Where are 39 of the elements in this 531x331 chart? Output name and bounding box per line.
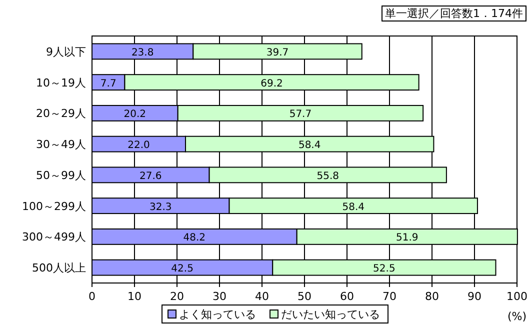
x-tick-label: 100: [506, 290, 528, 303]
data-label: 20.2: [124, 109, 146, 120]
data-label: 58.4: [342, 202, 365, 213]
y-tick-label: 300～499人: [22, 230, 86, 244]
y-tick-label: 30～49人: [36, 138, 86, 152]
data-label: 39.7: [266, 47, 289, 58]
data-label: 27.6: [140, 170, 162, 182]
x-tick-label: 60: [340, 290, 354, 303]
data-label: 57.7: [289, 109, 312, 120]
data-label: 52.5: [373, 264, 396, 275]
y-tick-label: 500人以上: [32, 262, 86, 275]
data-label: 32.3: [150, 202, 172, 213]
data-label: 42.5: [171, 264, 194, 275]
text: 単一選択／回答数1．174件: [385, 7, 523, 20]
data-label: 69.2: [260, 78, 283, 90]
data-label: 7.7: [100, 78, 116, 90]
data-label: 51.9: [396, 232, 418, 244]
legend-label: だいたい知っている: [281, 308, 380, 321]
x-tick-label: 0: [88, 290, 96, 303]
y-tick-label: 10～19人: [36, 76, 86, 90]
x-tick-label: 20: [170, 290, 184, 303]
y-tick-label: 100～299人: [22, 200, 86, 213]
y-tick-label: 50～99人: [36, 168, 86, 182]
data-label: 48.2: [183, 232, 206, 244]
legend-label: よく知っている: [179, 308, 256, 321]
y-tick-label: 9人以下: [46, 45, 86, 58]
x-tick-label: 30: [212, 290, 226, 303]
x-tick-label: 70: [382, 290, 396, 303]
x-tick-label: 40: [255, 290, 269, 303]
x-axis-title: (%): [507, 310, 527, 323]
x-tick-label: 90: [468, 290, 482, 303]
x-tick-label: 10: [128, 290, 142, 303]
x-tick-label: 80: [425, 290, 439, 303]
data-label: 23.8: [131, 47, 154, 58]
y-tick-label: 20～29人: [36, 107, 86, 120]
data-label: 55.8: [316, 170, 340, 182]
data-label: 58.4: [298, 140, 321, 152]
x-tick-label: 50: [298, 290, 312, 303]
data-label: 22.0: [128, 140, 150, 152]
